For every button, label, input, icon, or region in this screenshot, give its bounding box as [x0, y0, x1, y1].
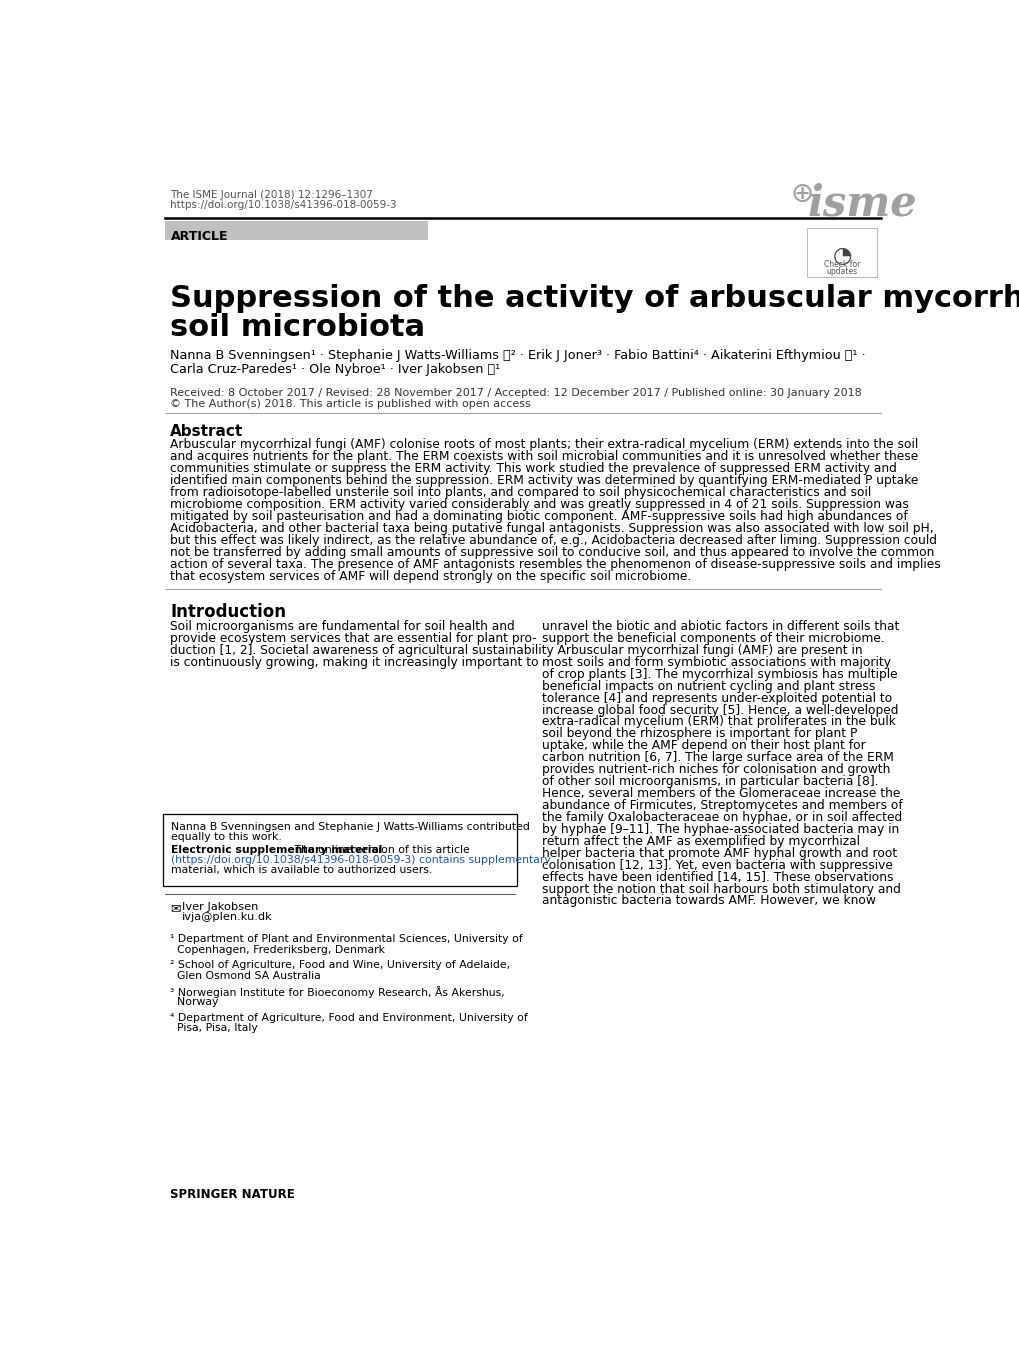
Text: SPRINGER NATURE: SPRINGER NATURE	[170, 1188, 294, 1202]
Text: increase global food security [5]. Hence, a well-developed: increase global food security [5]. Hence…	[541, 703, 898, 717]
Text: but this effect was likely indirect, as the relative abundance of, e.g., Acidoba: but this effect was likely indirect, as …	[170, 534, 936, 546]
FancyBboxPatch shape	[163, 814, 517, 886]
Text: (https://doi.org/10.1038/s41396-018-0059-3) contains supplementary: (https://doi.org/10.1038/s41396-018-0059…	[171, 855, 550, 864]
Text: the family Oxalobacteraceae on hyphae, or in soil affected: the family Oxalobacteraceae on hyphae, o…	[541, 810, 902, 824]
Text: Check for: Check for	[823, 260, 859, 268]
Text: unravel the biotic and abiotic factors in different soils that: unravel the biotic and abiotic factors i…	[541, 621, 899, 633]
Text: Copenhagen, Frederiksberg, Denmark: Copenhagen, Frederiksberg, Denmark	[170, 944, 385, 955]
Text: equally to this work.: equally to this work.	[171, 832, 281, 841]
Text: helper bacteria that promote AMF hyphal growth and root: helper bacteria that promote AMF hyphal …	[541, 847, 897, 859]
Text: ² School of Agriculture, Food and Wine, University of Adelaide,: ² School of Agriculture, Food and Wine, …	[170, 961, 509, 970]
Text: Arbuscular mycorrhizal fungi (AMF) are present in: Arbuscular mycorrhizal fungi (AMF) are p…	[541, 644, 862, 657]
Text: and acquires nutrients for the plant. The ERM coexists with soil microbial commu: and acquires nutrients for the plant. Th…	[170, 450, 917, 463]
Text: Iver Jakobsen: Iver Jakobsen	[181, 902, 258, 912]
Text: Arbuscular mycorrhizal fungi (AMF) colonise roots of most plants; their extra-ra: Arbuscular mycorrhizal fungi (AMF) colon…	[170, 438, 917, 451]
Text: Electronic supplementary material: Electronic supplementary material	[171, 844, 382, 855]
FancyBboxPatch shape	[806, 228, 876, 278]
Text: mitigated by soil pasteurisation and had a dominating biotic component. AMF-supp: mitigated by soil pasteurisation and had…	[170, 509, 907, 523]
Text: soil microbiota: soil microbiota	[170, 313, 425, 341]
Text: action of several taxa. The presence of AMF antagonists resembles the phenomenon: action of several taxa. The presence of …	[170, 558, 940, 570]
Text: Norway: Norway	[170, 997, 218, 1007]
Text: Hence, several members of the Glomeraceae increase the: Hence, several members of the Glomeracea…	[541, 787, 900, 799]
Text: Abstract: Abstract	[170, 424, 244, 439]
Text: antagonistic bacteria towards AMF. However, we know: antagonistic bacteria towards AMF. Howev…	[541, 894, 875, 908]
Text: ⁴ Department of Agriculture, Food and Environment, University of: ⁴ Department of Agriculture, Food and En…	[170, 1012, 528, 1023]
Text: carbon nutrition [6, 7]. The large surface area of the ERM: carbon nutrition [6, 7]. The large surfa…	[541, 751, 893, 764]
Text: ⊕: ⊕	[790, 180, 812, 207]
Text: communities stimulate or suppress the ERM activity. This work studied the preval: communities stimulate or suppress the ER…	[170, 462, 896, 476]
Text: support the beneficial components of their microbiome.: support the beneficial components of the…	[541, 631, 884, 645]
Text: most soils and form symbiotic associations with majority: most soils and form symbiotic associatio…	[541, 656, 891, 669]
Text: soil beyond the rhizosphere is important for plant P: soil beyond the rhizosphere is important…	[541, 728, 857, 740]
Text: Pisa, Pisa, Italy: Pisa, Pisa, Italy	[170, 1023, 258, 1034]
Text: Nanna B Svenningsen and Stephanie J Watts-Williams contributed: Nanna B Svenningsen and Stephanie J Watt…	[171, 821, 529, 832]
Text: Received: 8 October 2017 / Revised: 28 November 2017 / Accepted: 12 December 201: Received: 8 October 2017 / Revised: 28 N…	[170, 389, 861, 398]
Text: material, which is available to authorized users.: material, which is available to authoriz…	[171, 864, 432, 875]
Text: Acidobacteria, and other bacterial taxa being putative fungal antagonists. Suppr: Acidobacteria, and other bacterial taxa …	[170, 522, 932, 535]
Text: provide ecosystem services that are essential for plant pro-: provide ecosystem services that are esse…	[170, 631, 536, 645]
Text: The ISME Journal (2018) 12:1296–1307: The ISME Journal (2018) 12:1296–1307	[170, 190, 373, 199]
Text: provides nutrient-rich niches for colonisation and growth: provides nutrient-rich niches for coloni…	[541, 763, 890, 776]
Text: Carla Cruz-Paredes¹ · Ole Nybroe¹ · Iver Jakobsen ⓘ¹: Carla Cruz-Paredes¹ · Ole Nybroe¹ · Iver…	[170, 363, 500, 375]
Text: duction [1, 2]. Societal awareness of agricultural sustainability: duction [1, 2]. Societal awareness of ag…	[170, 644, 553, 657]
Text: by hyphae [9–11]. The hyphae-associated bacteria may in: by hyphae [9–11]. The hyphae-associated …	[541, 822, 899, 836]
Text: updates: updates	[825, 267, 857, 275]
Text: abundance of Firmicutes, Streptomycetes and members of: abundance of Firmicutes, Streptomycetes …	[541, 799, 902, 812]
Text: of other soil microorganisms, in particular bacteria [8].: of other soil microorganisms, in particu…	[541, 775, 878, 789]
Text: ³ Norwegian Institute for Bioeconomy Research, Ås Akershus,: ³ Norwegian Institute for Bioeconomy Res…	[170, 986, 504, 999]
FancyBboxPatch shape	[164, 221, 428, 240]
Text: support the notion that soil harbours both stimulatory and: support the notion that soil harbours bo…	[541, 882, 900, 896]
Text: Glen Osmond SA Australia: Glen Osmond SA Australia	[170, 972, 321, 981]
Text: isme: isme	[807, 183, 917, 225]
Text: Nanna B Svenningsen¹ · Stephanie J Watts-Williams ⓘ² · Erik J Joner³ · Fabio Bat: Nanna B Svenningsen¹ · Stephanie J Watts…	[170, 350, 865, 362]
Text: beneficial impacts on nutrient cycling and plant stress: beneficial impacts on nutrient cycling a…	[541, 680, 874, 692]
Text: ivja@plen.ku.dk: ivja@plen.ku.dk	[181, 912, 272, 921]
Text: Soil microorganisms are fundamental for soil health and: Soil microorganisms are fundamental for …	[170, 621, 515, 633]
Text: colonisation [12, 13]. Yet, even bacteria with suppressive: colonisation [12, 13]. Yet, even bacteri…	[541, 859, 892, 871]
Text: is continuously growing, making it increasingly important to: is continuously growing, making it incre…	[170, 656, 538, 669]
Text: not be transferred by adding small amounts of suppressive soil to conducive soil: not be transferred by adding small amoun…	[170, 546, 933, 558]
Text: ✉: ✉	[170, 902, 180, 915]
Text: identified main components behind the suppression. ERM activity was determined b: identified main components behind the su…	[170, 474, 917, 486]
Text: https://doi.org/10.1038/s41396-018-0059-3: https://doi.org/10.1038/s41396-018-0059-…	[170, 199, 396, 210]
Text: Introduction: Introduction	[170, 603, 286, 621]
Text: return affect the AMF as exemplified by mycorrhizal: return affect the AMF as exemplified by …	[541, 835, 859, 848]
Text: ARTICLE: ARTICLE	[171, 230, 228, 244]
Text: from radioisotope-labelled unsterile soil into plants, and compared to soil phys: from radioisotope-labelled unsterile soi…	[170, 486, 870, 499]
Text: of crop plants [3]. The mycorrhizal symbiosis has multiple: of crop plants [3]. The mycorrhizal symb…	[541, 668, 897, 680]
Text: extra-radical mycelium (ERM) that proliferates in the bulk: extra-radical mycelium (ERM) that prolif…	[541, 715, 895, 729]
Text: © The Author(s) 2018. This article is published with open access: © The Author(s) 2018. This article is pu…	[170, 398, 530, 409]
Text: Suppression of the activity of arbuscular mycorrhizal fungi by the: Suppression of the activity of arbuscula…	[170, 285, 1019, 313]
Text: ◔: ◔	[832, 245, 851, 266]
Text: effects have been identified [14, 15]. These observations: effects have been identified [14, 15]. T…	[541, 871, 893, 883]
Text: that ecosystem services of AMF will depend strongly on the specific soil microbi: that ecosystem services of AMF will depe…	[170, 569, 691, 583]
Text: ¹ Department of Plant and Environmental Sciences, University of: ¹ Department of Plant and Environmental …	[170, 934, 523, 944]
Text: uptake, while the AMF depend on their host plant for: uptake, while the AMF depend on their ho…	[541, 740, 865, 752]
Text: microbiome composition. ERM activity varied considerably and was greatly suppres: microbiome composition. ERM activity var…	[170, 497, 908, 511]
Text: The online version of this article: The online version of this article	[290, 844, 470, 855]
Text: tolerance [4] and represents under-exploited potential to: tolerance [4] and represents under-explo…	[541, 691, 892, 705]
